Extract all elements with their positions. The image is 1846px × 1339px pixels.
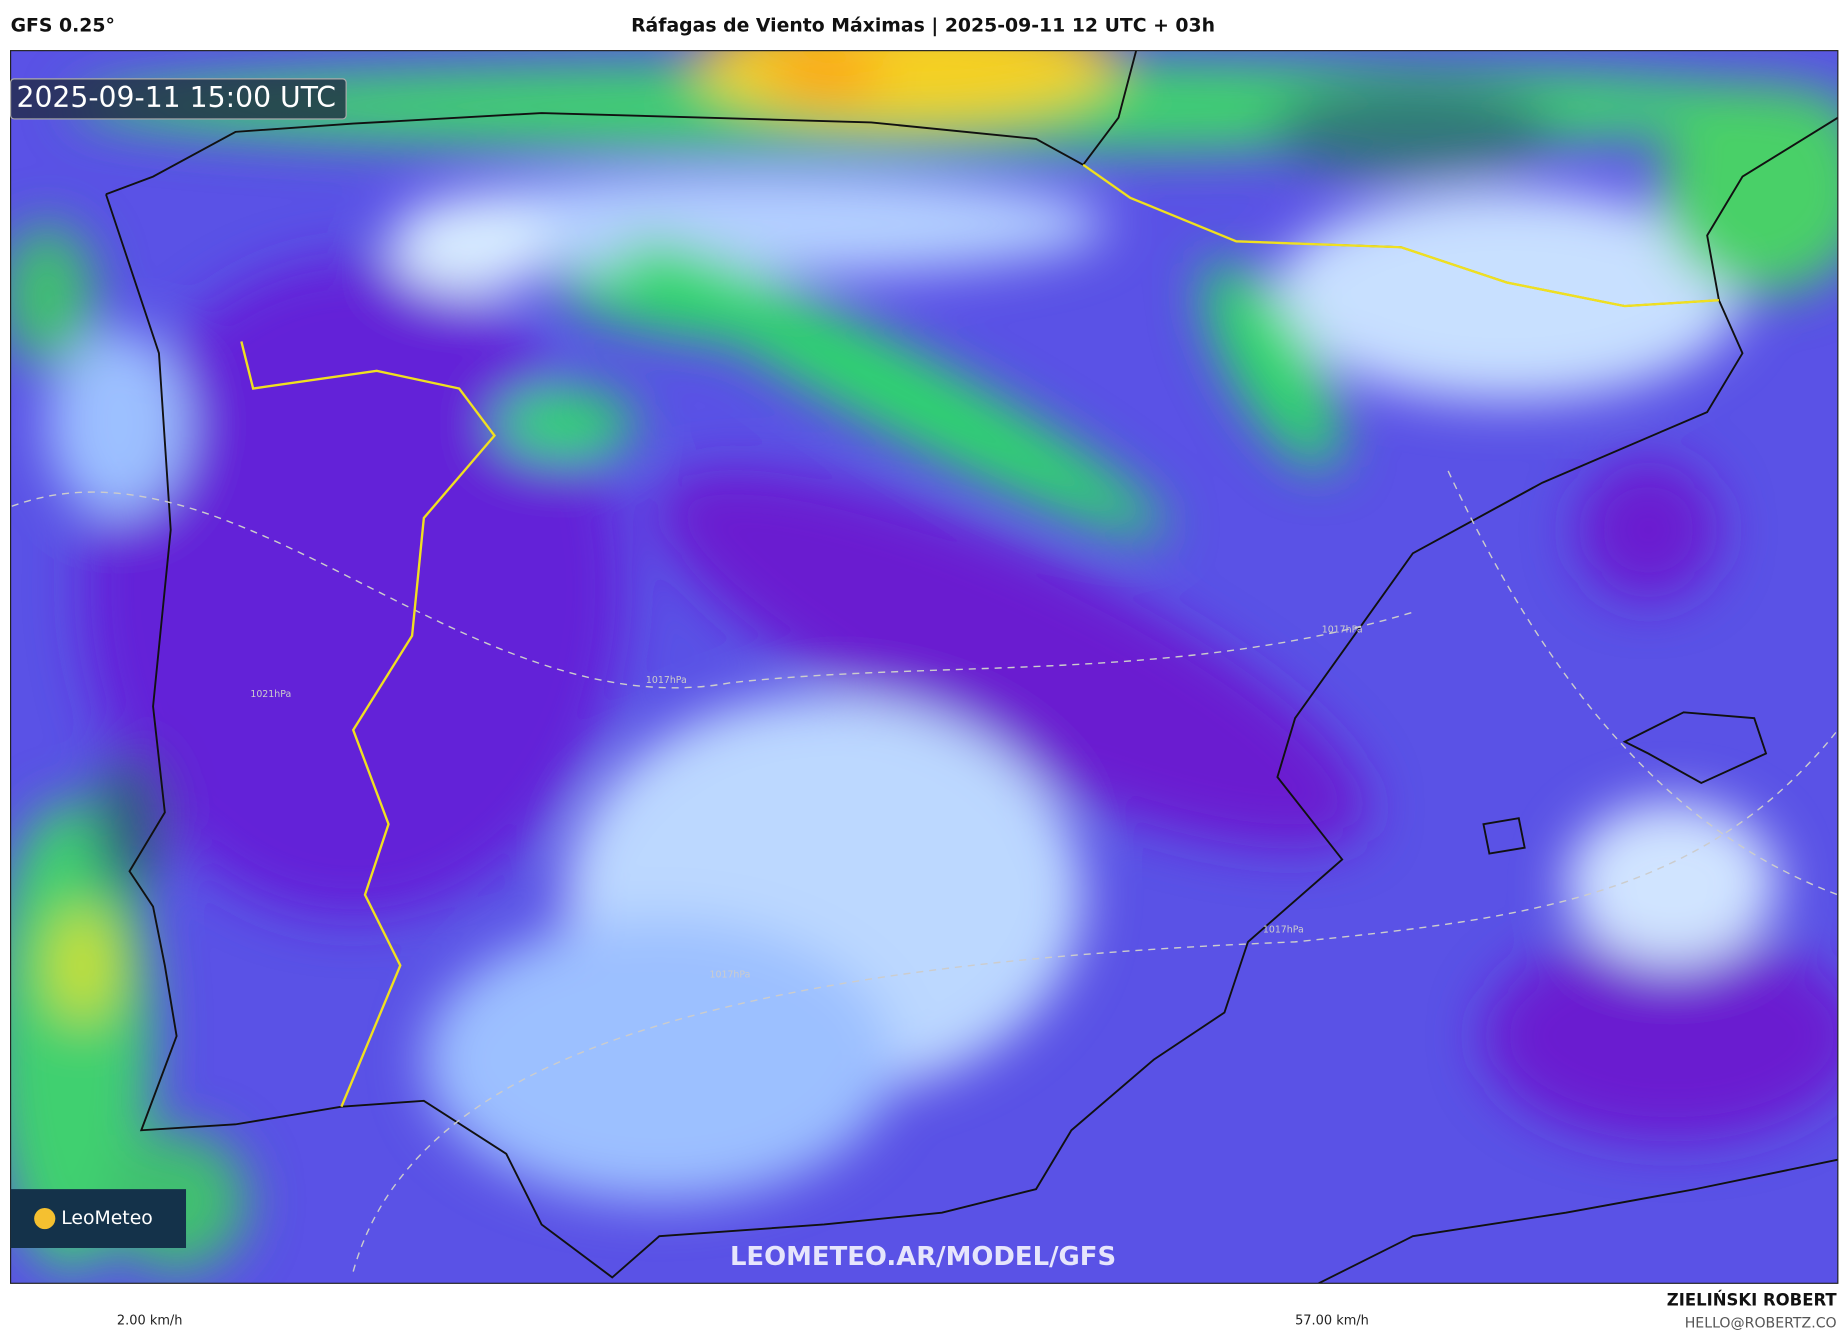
isobar-label: 1017hPa bbox=[1322, 624, 1363, 635]
contact: HELLO@ROBERTZ.CO bbox=[1685, 1315, 1837, 1331]
map-frame bbox=[10, 50, 1839, 1284]
author: ZIELIŃSKI ROBERT bbox=[1667, 1290, 1838, 1309]
isobar-label: 1017hPa bbox=[1263, 925, 1304, 936]
time-box bbox=[10, 78, 347, 120]
coastline bbox=[105, 50, 1838, 1284]
isobar-label: 1021hPa bbox=[250, 689, 291, 700]
isobar-labels: 1017hPa 1021hPa 1017hPa 1017hPa 1017hPa bbox=[250, 624, 1362, 980]
watermark: LEOMETEO.AR/MODEL/GFS bbox=[730, 1242, 1116, 1272]
logo-sun bbox=[34, 1207, 56, 1230]
colorbar-max: 57.00 km/h bbox=[1295, 1313, 1369, 1328]
map bbox=[10, 50, 1838, 1284]
valid-time: 2025-09-11 15:00 UTC bbox=[16, 81, 336, 114]
colorbar-min: 2.00 km/h bbox=[117, 1313, 183, 1328]
isobar-label: 1017hPa bbox=[709, 969, 750, 980]
border-portugal bbox=[240, 341, 496, 1108]
model-label: GFS 0.25° bbox=[11, 15, 115, 36]
wind-field bbox=[10, 50, 1838, 1272]
border-france bbox=[1082, 163, 1720, 308]
content: GFS 0.25° Ráfagas de Viento Máximas | 20… bbox=[10, 15, 1839, 1331]
logo: LeoMeteo bbox=[61, 1208, 153, 1229]
isobar-label: 1017hPa bbox=[646, 675, 687, 686]
isobars bbox=[11, 470, 1838, 1272]
title: Ráfagas de Viento Máximas | 2025-09-11 1… bbox=[631, 15, 1215, 36]
